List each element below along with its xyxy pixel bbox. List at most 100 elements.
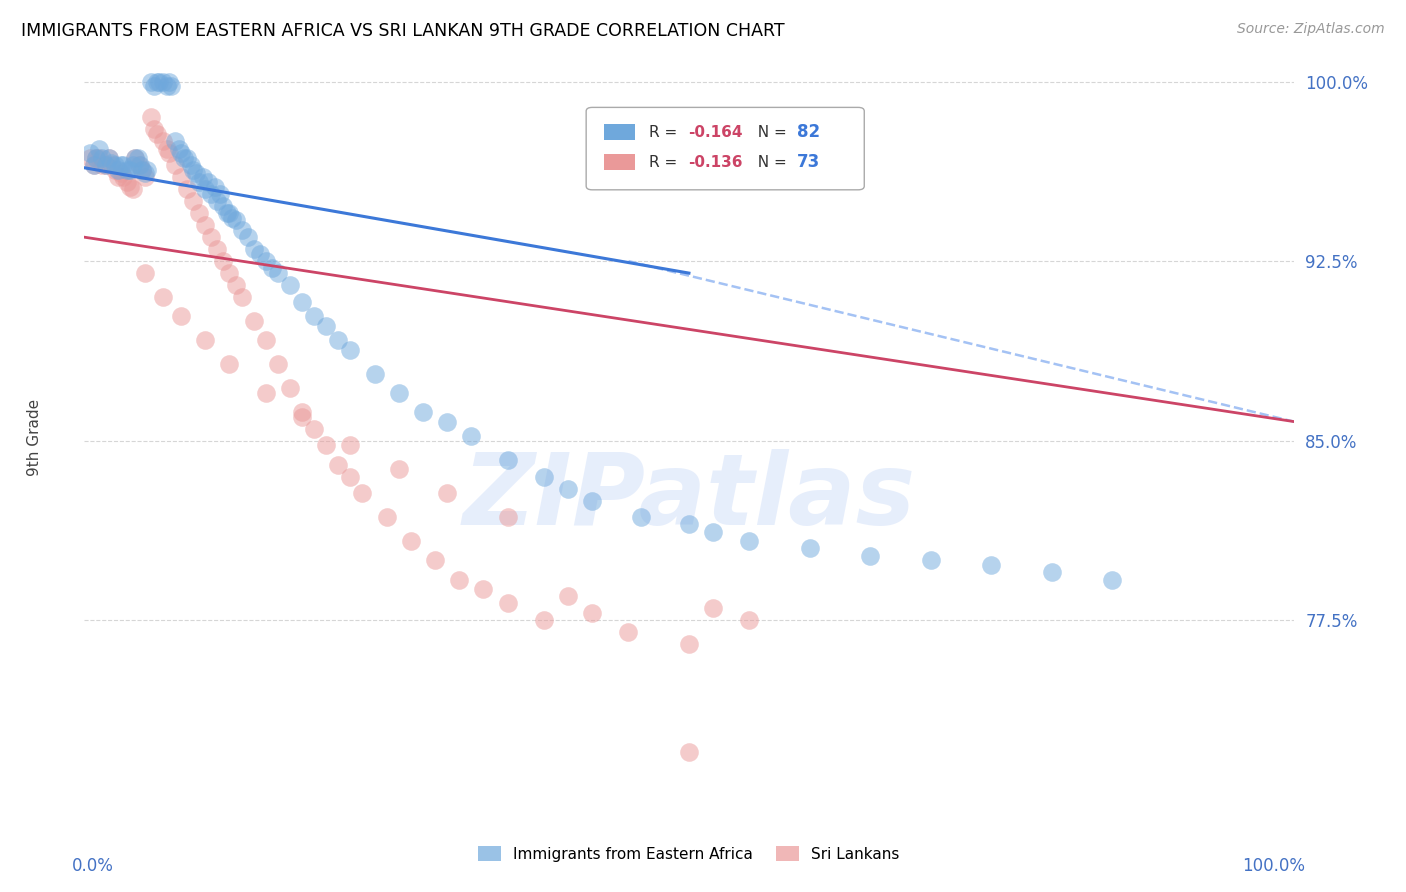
- Point: [134, 165, 156, 179]
- Point: [115, 175, 138, 189]
- Point: [134, 266, 156, 280]
- Point: [91, 151, 114, 165]
- Point: [678, 745, 700, 759]
- Text: 0.0%: 0.0%: [72, 856, 114, 875]
- Point: [207, 194, 229, 209]
- Point: [131, 163, 153, 178]
- Point: [207, 242, 229, 256]
- Point: [375, 510, 398, 524]
- Point: [436, 415, 458, 429]
- Point: [738, 613, 761, 627]
- Point: [86, 151, 108, 165]
- Point: [678, 517, 700, 532]
- Point: [110, 165, 132, 179]
- Point: [157, 146, 180, 161]
- Point: [94, 158, 117, 172]
- Point: [339, 469, 361, 483]
- Point: [79, 146, 101, 161]
- Point: [242, 314, 264, 328]
- Point: [91, 158, 114, 172]
- Point: [291, 294, 314, 309]
- Point: [496, 597, 519, 611]
- Point: [533, 469, 555, 483]
- Point: [170, 170, 193, 185]
- Point: [339, 343, 361, 357]
- Point: [83, 158, 105, 172]
- Point: [181, 194, 204, 209]
- Point: [121, 158, 143, 172]
- Point: [328, 333, 350, 347]
- Text: R =: R =: [650, 154, 682, 169]
- Text: N =: N =: [748, 154, 792, 169]
- Bar: [605, 153, 634, 170]
- Point: [236, 230, 259, 244]
- Point: [194, 218, 217, 232]
- Point: [148, 74, 170, 88]
- Point: [155, 79, 177, 94]
- Point: [557, 589, 579, 603]
- Point: [184, 165, 207, 179]
- Point: [242, 242, 264, 256]
- Point: [139, 74, 162, 88]
- Point: [107, 170, 129, 185]
- Point: [212, 254, 235, 268]
- Point: [170, 146, 193, 161]
- Text: 9th Grade: 9th Grade: [27, 399, 42, 475]
- Point: [188, 175, 211, 189]
- Point: [267, 357, 290, 371]
- Point: [557, 482, 579, 496]
- Point: [231, 223, 253, 237]
- Point: [136, 163, 159, 178]
- Point: [197, 175, 219, 189]
- Point: [87, 151, 110, 165]
- Point: [399, 534, 422, 549]
- Point: [191, 170, 214, 185]
- Point: [104, 163, 127, 178]
- Point: [412, 405, 434, 419]
- Text: ZIPatlas: ZIPatlas: [463, 449, 915, 546]
- Point: [107, 163, 129, 178]
- Point: [112, 170, 135, 185]
- Point: [124, 151, 146, 165]
- Point: [496, 452, 519, 467]
- Point: [127, 151, 149, 165]
- Point: [146, 74, 169, 88]
- Point: [339, 438, 361, 452]
- Point: [328, 458, 350, 472]
- Point: [496, 510, 519, 524]
- Point: [104, 158, 127, 172]
- Point: [225, 278, 247, 293]
- Point: [738, 534, 761, 549]
- Point: [254, 254, 277, 268]
- Point: [110, 158, 132, 172]
- Text: 82: 82: [797, 123, 820, 141]
- Point: [176, 182, 198, 196]
- Point: [702, 601, 724, 615]
- Point: [315, 438, 337, 452]
- Point: [249, 247, 271, 261]
- Point: [702, 524, 724, 539]
- Point: [155, 142, 177, 156]
- Point: [100, 158, 122, 172]
- Point: [120, 163, 142, 178]
- Point: [260, 261, 283, 276]
- Legend: Immigrants from Eastern Africa, Sri Lankans: Immigrants from Eastern Africa, Sri Lank…: [472, 839, 905, 868]
- Point: [121, 182, 143, 196]
- Text: IMMIGRANTS FROM EASTERN AFRICA VS SRI LANKAN 9TH GRADE CORRELATION CHART: IMMIGRANTS FROM EASTERN AFRICA VS SRI LA…: [21, 22, 785, 40]
- Point: [97, 151, 120, 165]
- Point: [218, 266, 240, 280]
- Point: [152, 290, 174, 304]
- Point: [1101, 573, 1123, 587]
- Point: [112, 158, 135, 172]
- Point: [124, 151, 146, 165]
- FancyBboxPatch shape: [586, 107, 865, 190]
- Point: [617, 625, 640, 640]
- Point: [194, 333, 217, 347]
- Point: [221, 211, 243, 225]
- Point: [120, 180, 142, 194]
- Point: [180, 158, 202, 172]
- Point: [146, 128, 169, 142]
- Point: [86, 151, 108, 165]
- Point: [131, 163, 153, 178]
- Point: [143, 79, 166, 94]
